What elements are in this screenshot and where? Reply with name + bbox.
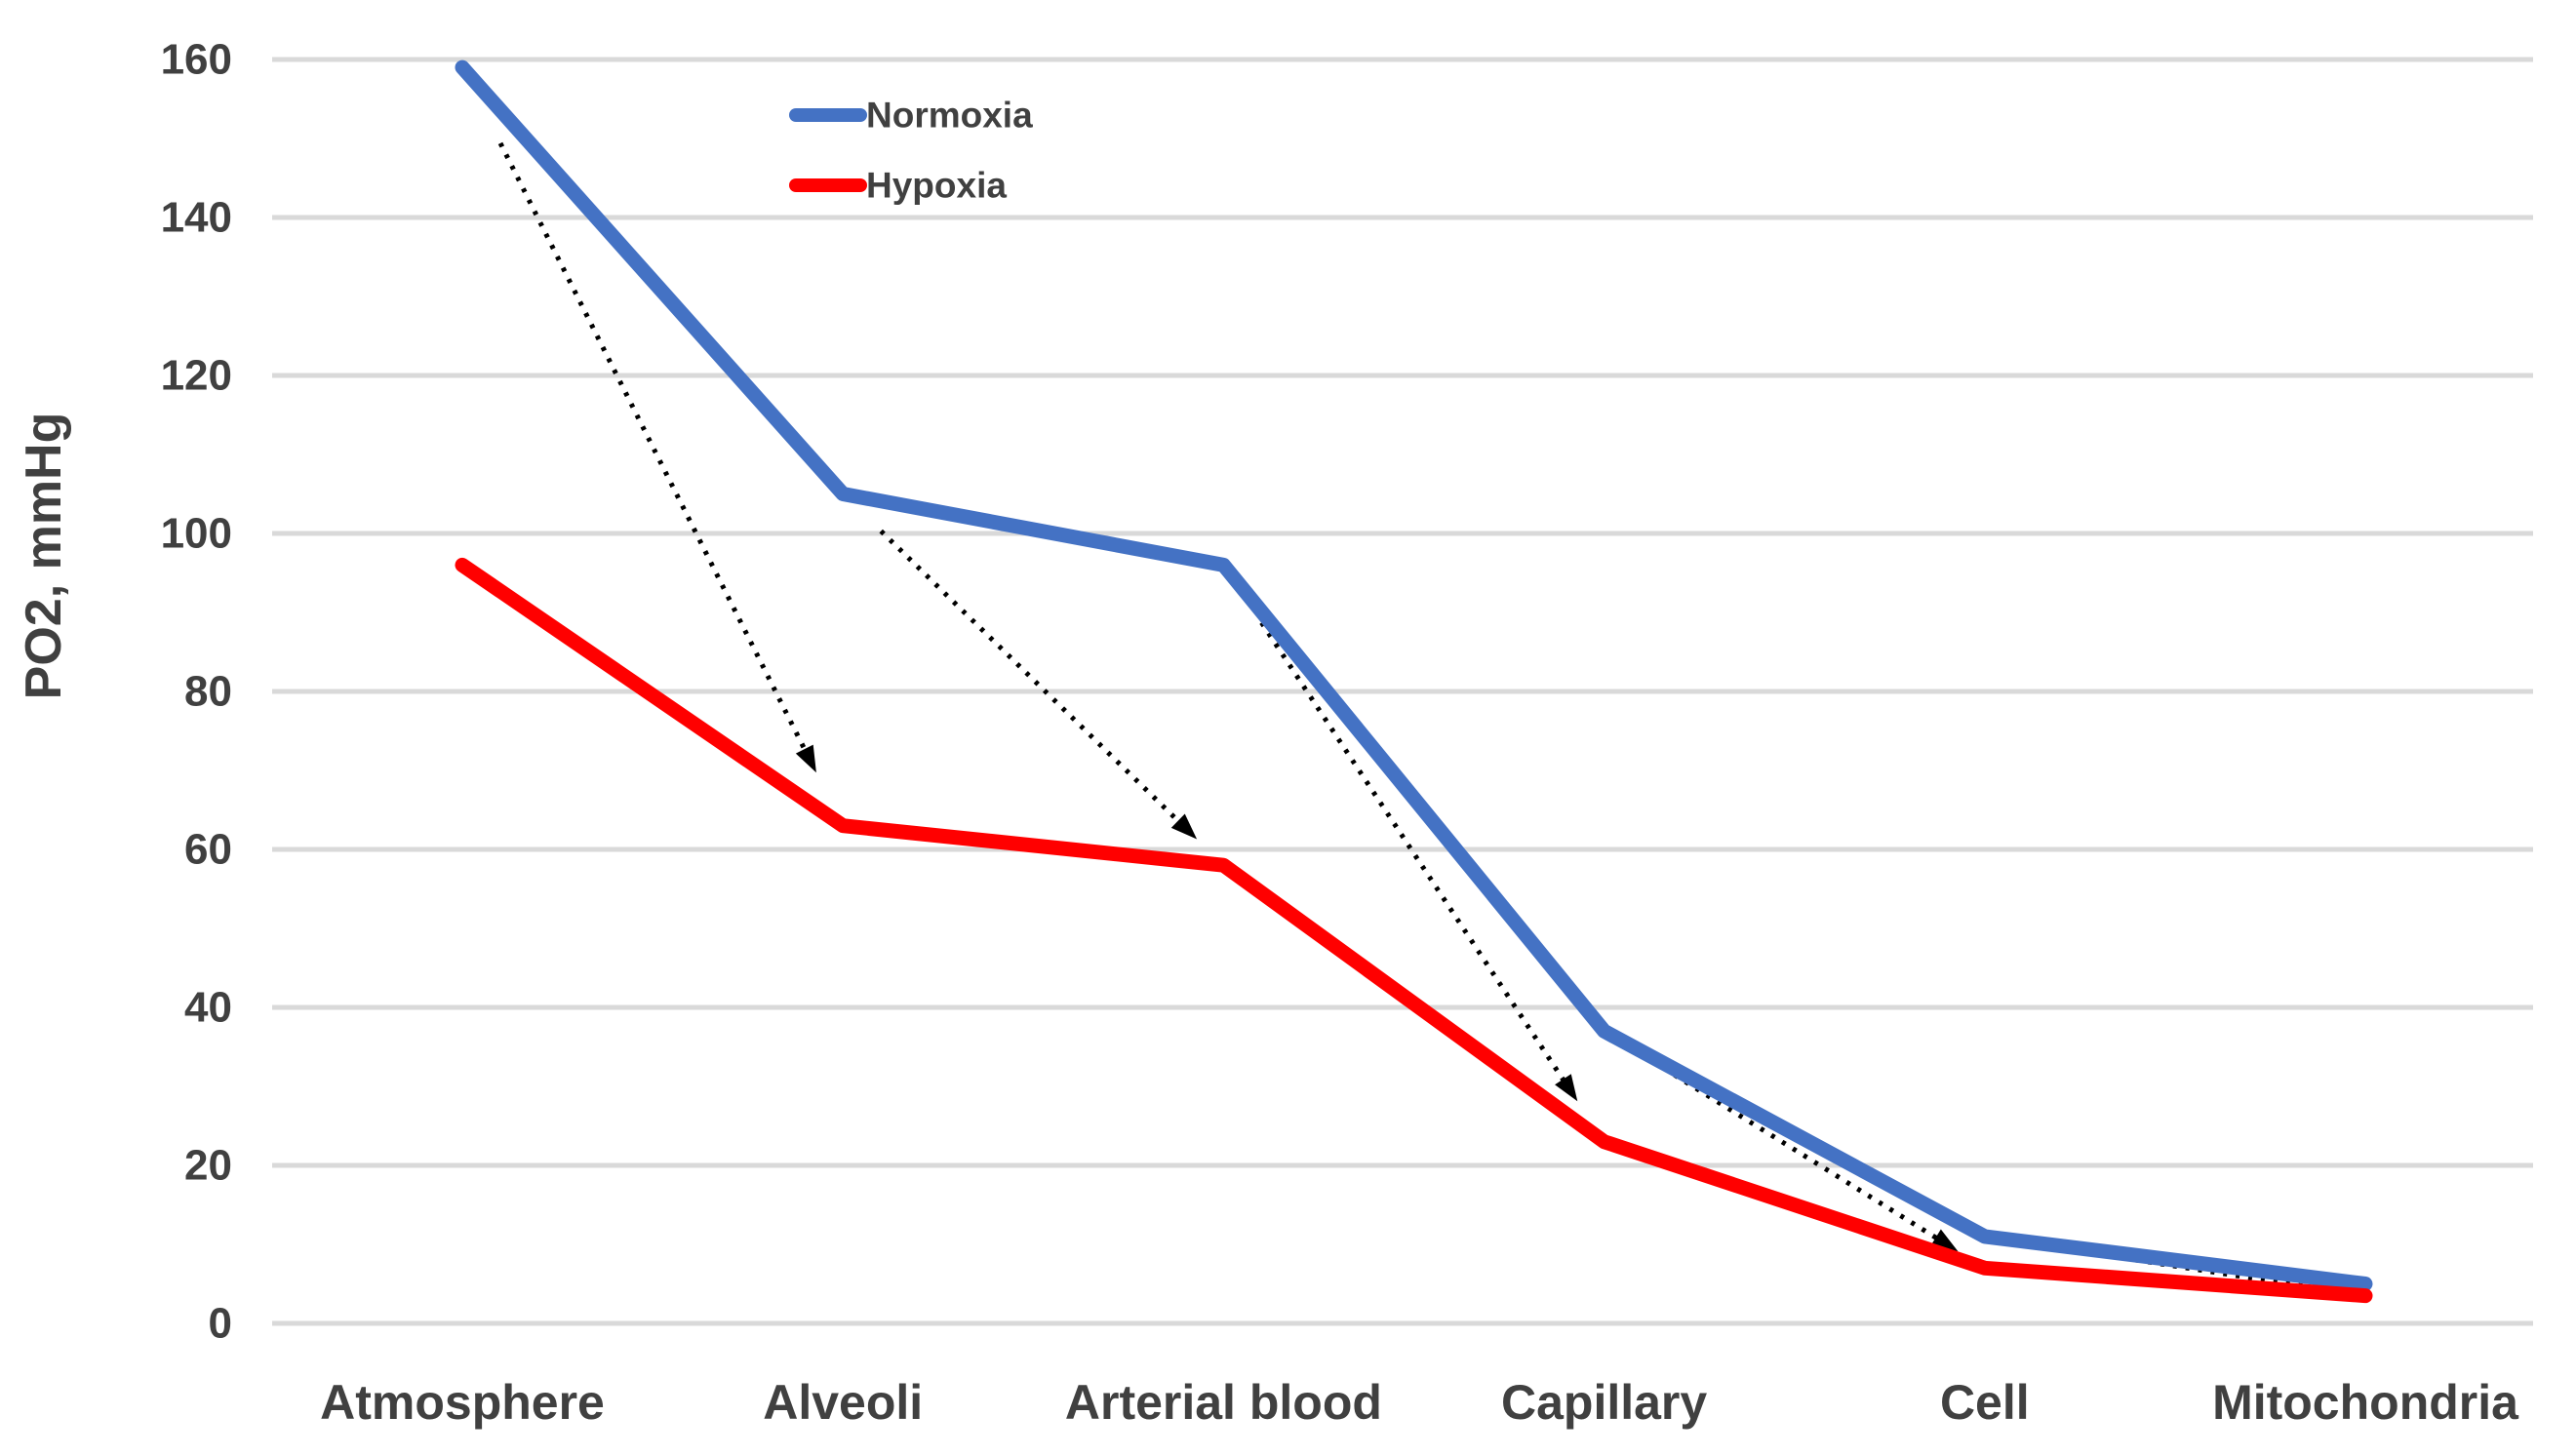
legend: Normoxia Hypoxia <box>789 96 1033 206</box>
y-tick-label: 20 <box>184 1142 232 1190</box>
x-axis-labels: Atmosphere Alveoli Arterial blood Capillary… <box>320 1375 2519 1430</box>
legend-label-normoxia: Normoxia <box>866 96 1033 136</box>
y-tick-label: 120 <box>161 352 232 400</box>
y-tick-label: 0 <box>209 1300 232 1348</box>
x-axis-label-mitochondria: Mitochondria <box>2212 1375 2519 1430</box>
y-tick-label: 60 <box>184 826 232 874</box>
arrow-shaft <box>497 141 812 760</box>
x-axis-label-atmosphere: Atmosphere <box>320 1375 605 1430</box>
arrow-head <box>795 744 816 773</box>
y-axis-tick-labels: 0 20 40 60 80 100 120 140 160 <box>161 36 232 1348</box>
y-tick-label: 100 <box>161 510 232 558</box>
x-axis-label-arterial-blood: Arterial blood <box>1065 1375 1382 1430</box>
x-axis-label-capillary: Capillary <box>1501 1375 1707 1430</box>
normoxia-line <box>455 59 2373 1291</box>
arrow-shaft <box>879 529 1188 831</box>
legend-label-hypoxia: Hypoxia <box>866 166 1007 206</box>
x-axis-label-cell: Cell <box>1940 1375 2030 1430</box>
x-axis-label-alveoli: Alveoli <box>763 1375 923 1430</box>
arrow-head <box>1555 1074 1578 1102</box>
transfer-arrows <box>497 141 2339 1298</box>
arrow-shaft <box>1641 1052 1947 1245</box>
y-axis-title: PO2, mmHg <box>16 413 72 700</box>
hypoxia-line <box>455 557 2373 1304</box>
series-lines <box>455 59 2373 1304</box>
gridlines <box>272 57 2533 1326</box>
arrow-head <box>1170 813 1198 840</box>
y-tick-label: 140 <box>161 194 232 242</box>
y-tick-label: 40 <box>184 984 232 1032</box>
y-tick-label: 160 <box>161 36 232 84</box>
y-tick-label: 80 <box>184 668 232 716</box>
